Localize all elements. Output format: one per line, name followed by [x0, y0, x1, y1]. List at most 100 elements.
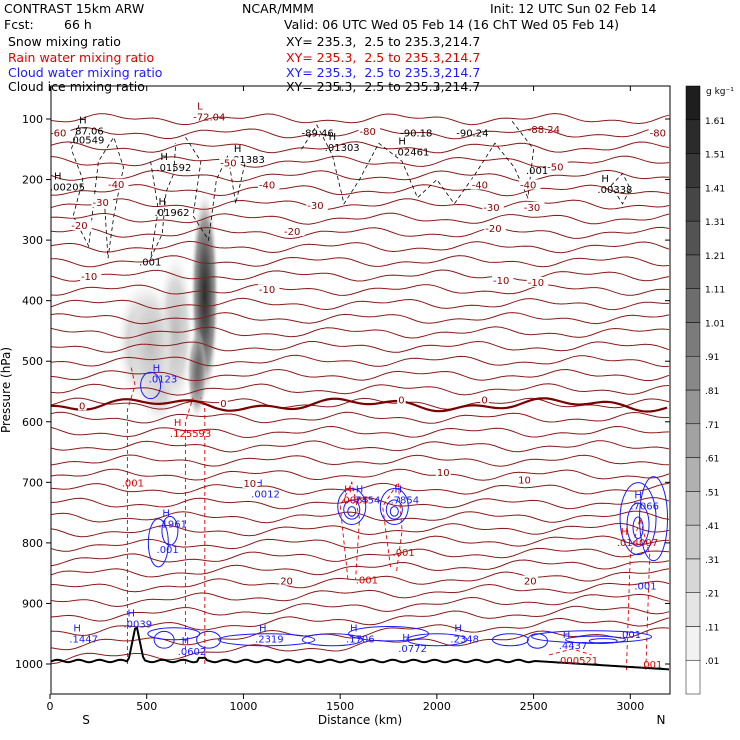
temperature-contour-line [51, 269, 670, 282]
north-label: N [657, 713, 666, 727]
temperature-label: -60 [50, 128, 66, 139]
cloud-water-contour [385, 499, 403, 520]
colorbar-label: .81 [705, 387, 719, 397]
temperature-contour-line [51, 155, 670, 168]
extremum-value: .01303 [325, 143, 360, 154]
cloud-water-contour [588, 638, 618, 644]
cloud-water-contour [526, 633, 548, 649]
x-tick-label: 3000 [616, 700, 644, 713]
extremum-mark: H [153, 363, 161, 374]
temperature-label: 0 [481, 395, 487, 406]
field-cloudwater-name: Cloud water mixing ratio [8, 65, 163, 80]
extremum-mark: .001 [122, 478, 144, 489]
temperature-contour-line [51, 212, 670, 225]
temperature-label-bg [79, 270, 102, 281]
init-time: Init: 12 UTC Sun 02 Feb 14 [490, 1, 657, 16]
temperature-label: -40 [472, 180, 488, 191]
cloud-ice-contour [185, 136, 246, 242]
extremum-value: .0012 [251, 489, 280, 500]
extremum-value: .7854 [390, 495, 419, 506]
extremum-value: .1961 [158, 520, 187, 531]
temperature-contour-line [51, 559, 670, 578]
colorbar-label: .11 [705, 623, 719, 633]
colorbar-swatch [685, 220, 701, 256]
extremum-mark: H [454, 624, 462, 635]
extremum-value: .02461 [394, 147, 429, 158]
south-label: S [82, 713, 90, 727]
rain-contour [548, 648, 592, 656]
cloud-water-contour [619, 482, 657, 556]
temperature-contour-line [51, 580, 670, 608]
temperature-contour-line [51, 425, 670, 439]
temperature-contour-line [51, 169, 670, 183]
temperature-label: 10 [243, 479, 256, 490]
snow-shade-core [187, 328, 208, 419]
temperature-contour-line [51, 312, 670, 325]
cloud-water-contour [147, 518, 169, 568]
temperature-label: 0 [79, 401, 85, 412]
temperature-label: -40 [520, 180, 536, 191]
field-snow-name: Snow mixing ratio [8, 34, 121, 49]
extremum-mark: .001 [634, 581, 656, 592]
colorbar-swatch [685, 592, 701, 627]
colorbar-swatch [685, 153, 701, 188]
x-tick-label: 0 [47, 700, 54, 713]
extremum-value: -89.46 [301, 128, 333, 139]
cloud-water-contour [389, 506, 399, 517]
temperature-contour-line [51, 510, 670, 524]
temperature-label-bg [484, 223, 506, 234]
cloud-water-contour [491, 633, 529, 647]
y-tick-label: 300 [22, 234, 43, 247]
temperature-label-bg [648, 127, 670, 138]
snow-maximum [128, 283, 173, 404]
temperature-contour-line [51, 198, 670, 211]
temperature-contour-line [51, 482, 670, 495]
plot-frame [50, 85, 671, 695]
temperature-label: 20 [524, 576, 537, 587]
x-tick-label: 1000 [229, 700, 257, 713]
temperature-contour-line [51, 627, 670, 665]
temperature-label-bg [358, 126, 380, 137]
extremum-mark: H [601, 174, 609, 185]
x-tick-label: 500 [136, 700, 157, 713]
extremum-mark: .001 [356, 575, 378, 586]
cloud-water-contour [153, 630, 175, 649]
extremum-mark: H [621, 527, 629, 538]
temperature-contour-line [51, 226, 670, 240]
temperature-label: -80 [360, 127, 376, 138]
colorbar-label: 1.51 [705, 151, 725, 161]
colorbar-swatch [685, 457, 701, 492]
extremum-mark: H [350, 624, 358, 635]
colorbar-swatch [685, 524, 701, 560]
rain-contour [339, 480, 360, 580]
temperature-contour-line [51, 354, 670, 368]
cloud-water-contour [140, 371, 162, 400]
cloud-water-contour [347, 506, 357, 517]
extremum-mark: H [79, 116, 87, 127]
extremum-value: .7454 [352, 495, 381, 506]
extremum-value: .00338 [597, 185, 632, 196]
extremum-mark: H [160, 152, 168, 163]
cloud-water-contour [406, 633, 468, 647]
extremum-mark: .001 [157, 545, 179, 556]
colorbar-swatch [685, 119, 701, 154]
temperature-label-bg [480, 394, 489, 405]
temperature-label: 10 [518, 475, 531, 486]
colorbar-label: .71 [705, 421, 719, 431]
extremum-mark: .001 [393, 548, 415, 559]
y-axis-label: Pressure (hPa) [0, 347, 13, 433]
field-snow-xy: XY= 235.3, 2.5 to 235.3,214.7 [286, 34, 481, 49]
temperature-label: -30 [93, 198, 109, 209]
fcst-value: 66 h [64, 17, 92, 32]
extremum-mark: L [197, 102, 203, 113]
colorbar-swatch [685, 626, 701, 661]
temperature-label-bg [491, 275, 514, 286]
extremum-mark: H [174, 418, 182, 429]
terrain [51, 626, 670, 671]
extremum-mark: H [356, 484, 364, 495]
temperature-label-bg [517, 474, 533, 485]
cloud-water-contour [379, 488, 409, 526]
temperature-label-bg [522, 201, 545, 212]
